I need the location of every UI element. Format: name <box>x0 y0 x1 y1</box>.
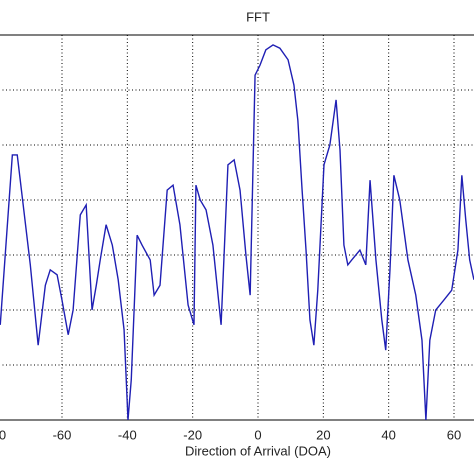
x-tick-label: -80 <box>0 427 6 442</box>
x-tick-label: 40 <box>381 427 395 442</box>
x-tick-label: 20 <box>316 427 330 442</box>
x-tick-label: -40 <box>118 427 137 442</box>
x-tick-label: -60 <box>53 427 72 442</box>
chart-title: FFT <box>246 9 270 24</box>
x-axis-label: Direction of Arrival (DOA) <box>185 443 331 458</box>
x-tick-label: 0 <box>254 427 261 442</box>
x-tick-label: 60 <box>447 427 461 442</box>
plot-frame <box>0 34 474 421</box>
x-tick-label: -20 <box>183 427 202 442</box>
data-line <box>0 44 474 421</box>
